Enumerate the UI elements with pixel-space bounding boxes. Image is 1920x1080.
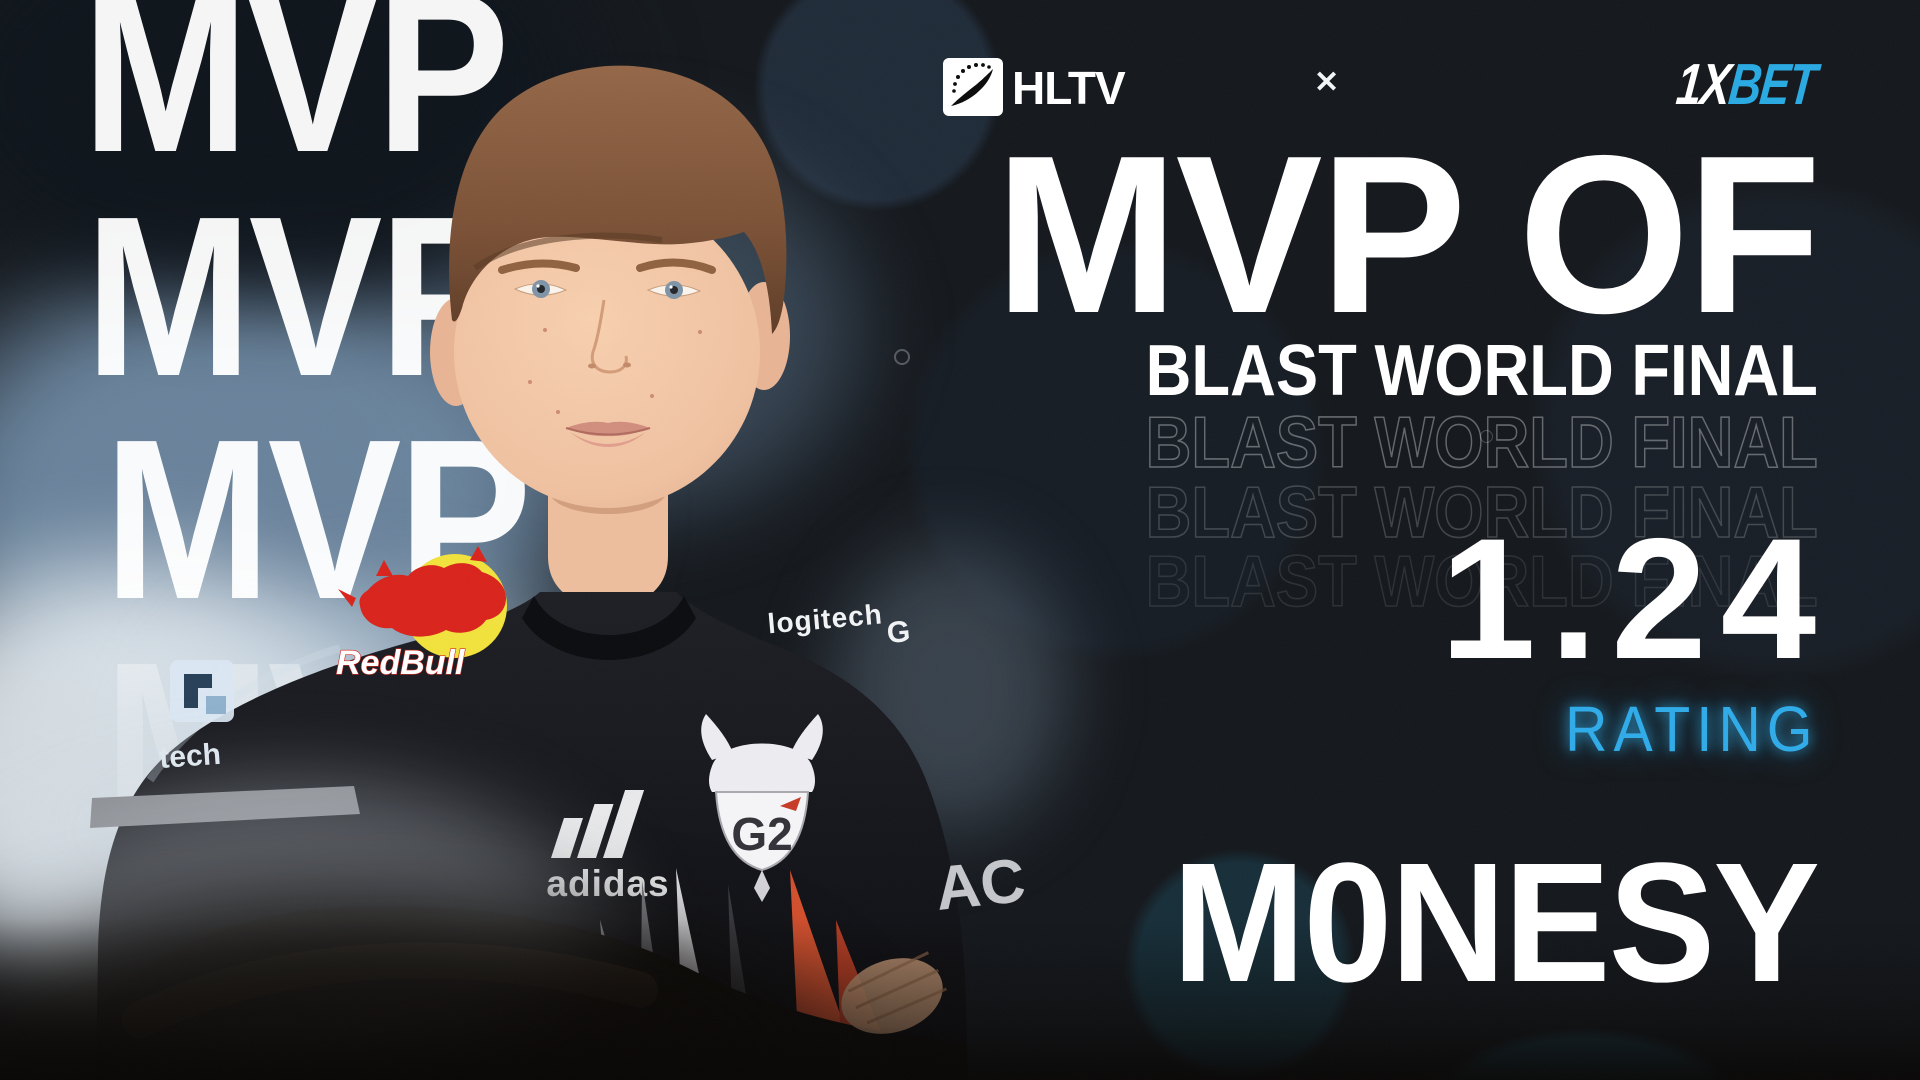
onexbet-logo: 1XBET <box>1674 52 1819 117</box>
logitech-g-icon: G <box>886 615 912 650</box>
rating-label: RATING <box>1564 693 1818 765</box>
onexbet-1x: 1X <box>1673 52 1733 117</box>
hltv-wordmark: HLTV <box>1012 62 1126 114</box>
onexbet-bet: BET <box>1725 52 1819 117</box>
sleeve-right-text: AC <box>932 846 1028 924</box>
title-mvp-of: MVP OF <box>994 108 1821 360</box>
rating-value: 1.24 <box>1440 503 1830 695</box>
player-name: M0NESY <box>1172 828 1820 1018</box>
redbull-text: RedBull <box>336 644 466 682</box>
event-name: BLAST WORLD FINAL <box>1145 331 1818 411</box>
hltv-swoosh-icon <box>951 63 993 106</box>
separator-x-icon: ✕ <box>1314 66 1340 99</box>
g2-text: G2 <box>731 808 792 860</box>
event-ghost-1: BLAST WORLD FINAL <box>1145 403 1819 483</box>
logitech-logo: logitech G <box>766 598 912 650</box>
logitech-text: logitech <box>766 598 884 639</box>
hltv-logo <box>943 58 1003 116</box>
